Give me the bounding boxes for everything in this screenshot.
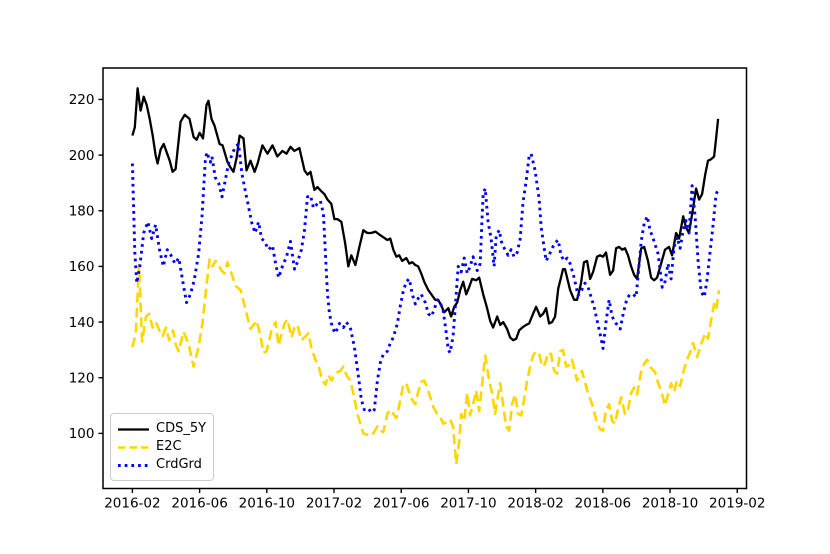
- x-axis-tick-label: 2016-10: [239, 496, 295, 512]
- e2c-dashed-line-swatch-icon: [118, 445, 149, 449]
- legend-label-crdgrd: CrdGrd: [156, 457, 202, 472]
- x-axis-tick-label: 2018-02: [507, 496, 563, 512]
- y-axis-tick-label: 200: [69, 148, 95, 164]
- y-axis-tick-label: 140: [69, 315, 95, 331]
- legend-label-cds5y: CDS_5Y: [156, 421, 207, 436]
- cds5y-line-swatch-icon: [118, 427, 149, 431]
- legend-item-cds5y: CDS_5Y: [118, 420, 207, 438]
- legend-label-e2c: E2C: [156, 439, 182, 454]
- y-axis-tick-label: 100: [69, 426, 95, 442]
- x-axis-tick-label: 2016-06: [171, 496, 227, 512]
- series-line-E2C: [131, 258, 721, 466]
- y-axis-tick-label: 180: [69, 203, 95, 219]
- crdgrd-dotted-line-swatch-icon: [118, 463, 149, 467]
- x-axis-tick-label: 2017-06: [373, 496, 429, 512]
- y-axis-tick-label: 160: [69, 259, 95, 275]
- axes-frame: [102, 67, 748, 490]
- y-axis-tick-label: 120: [69, 370, 95, 386]
- x-axis-tick-label: 2017-10: [440, 496, 496, 512]
- x-axis-tick-label: 2018-06: [575, 496, 631, 512]
- y-axis-tick-label: 220: [69, 92, 95, 108]
- x-axis-tick-label: 2016-02: [104, 496, 160, 512]
- x-axis-tick-label: 2019-02: [709, 496, 765, 512]
- x-axis-tick-label: 2017-02: [306, 496, 362, 512]
- x-axis-tick-label: 2018-10: [642, 496, 698, 512]
- legend-item-e2c: E2C: [118, 438, 205, 456]
- legend-item-crdgrd: CrdGrd: [118, 456, 205, 474]
- series-line-CrdGrd: [130, 142, 720, 414]
- legend-box: CDS_5Y E2C CrdGrd: [110, 413, 214, 481]
